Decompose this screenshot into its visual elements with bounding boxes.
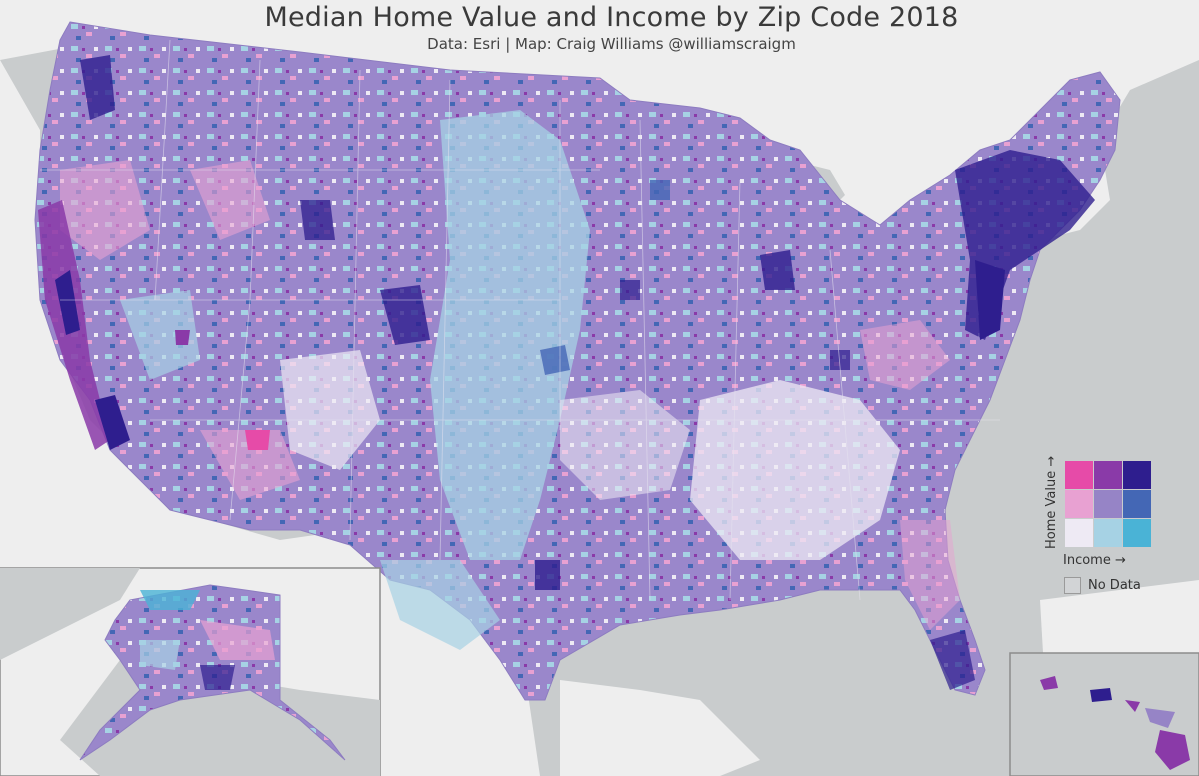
legend-cell-high-value-mid-income — [1094, 461, 1122, 489]
map-subtitle: Data: Esri | Map: Craig Williams @willia… — [427, 35, 796, 53]
legend-home-value-label: Home Value → — [1044, 455, 1059, 549]
legend-cell-mid-value-high-income — [1123, 490, 1151, 518]
legend-no-data-swatch — [1064, 577, 1081, 594]
legend-cell-high-value-low-income — [1065, 461, 1093, 489]
legend-cell-mid-value-mid-income — [1094, 490, 1122, 518]
bivariate-legend: Home Value → Income → No Data — [1035, 455, 1165, 605]
map-title: Median Home Value and Income by Zip Code… — [264, 2, 959, 33]
legend-income-label: Income → — [1063, 553, 1126, 568]
legend-no-data-label: No Data — [1088, 578, 1141, 593]
legend-cell-mid-value-low-income — [1065, 490, 1093, 518]
state-borders — [40, 39, 1000, 601]
region-clusters — [60, 110, 960, 650]
legend-grid — [1065, 461, 1151, 547]
alaska-inset — [0, 567, 381, 776]
legend-cell-low-value-high-income — [1123, 519, 1151, 547]
legend-cell-low-value-mid-income — [1094, 519, 1122, 547]
legend-cell-low-value-low-income — [1065, 519, 1093, 547]
title-block: Median Home Value and Income by Zip Code… — [0, 2, 1199, 53]
legend-cell-high-value-high-income — [1123, 461, 1151, 489]
hawaii-inset — [1009, 652, 1199, 776]
